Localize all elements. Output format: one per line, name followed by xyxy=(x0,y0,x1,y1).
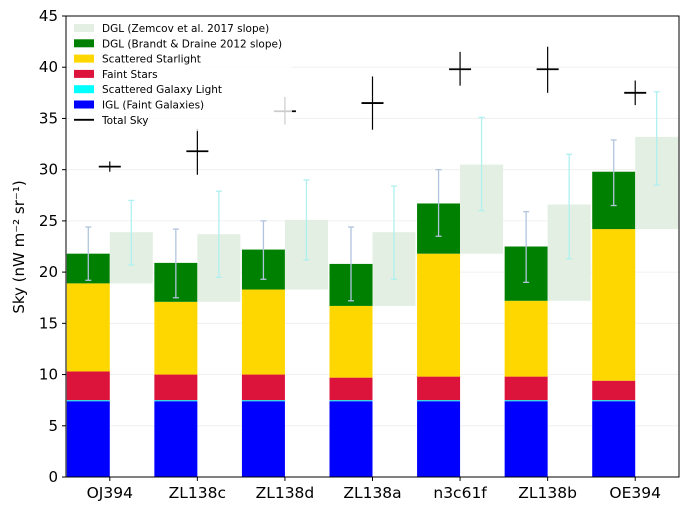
legend-swatch xyxy=(74,54,94,63)
bar-scattered-galaxy-light xyxy=(592,400,636,402)
errorbar-dgl-zemcov xyxy=(215,190,222,278)
x-tick-label: n3c61f xyxy=(433,484,487,502)
bar-faint-stars xyxy=(329,377,373,401)
legend: DGL (Zemcov et al. 2017 slope) DGL (Brand… xyxy=(70,18,292,132)
legend-label: DGL (Brandt & Draine 2012 slope) xyxy=(102,38,282,50)
bar-igl-faint-galaxies xyxy=(154,401,198,477)
y-tick-label: 15 xyxy=(39,314,58,332)
y-tick-label: 10 xyxy=(39,366,58,384)
errorbar-dgl-brandt xyxy=(85,226,92,281)
y-tick-label: 40 xyxy=(39,58,58,76)
bar-igl-faint-galaxies xyxy=(241,401,285,477)
bar-scattered-starlight xyxy=(241,289,285,375)
legend-label: IGL (Faint Galaxies) xyxy=(102,100,204,112)
bar-scattered-galaxy-light xyxy=(417,400,461,402)
errorbar-dgl-brandt xyxy=(523,211,530,284)
errorbar-dgl-zemcov xyxy=(478,116,485,212)
y-tick-label: 25 xyxy=(39,212,58,230)
y-tick-label: 30 xyxy=(39,161,58,179)
bar-scattered-starlight xyxy=(66,283,110,372)
y-axis-label: Sky (nW m⁻² sr⁻¹) xyxy=(10,180,28,313)
bar-scattered-galaxy-light xyxy=(504,400,548,402)
legend-label: Faint Stars xyxy=(102,69,158,81)
bar-faint-stars xyxy=(66,371,110,401)
legend-swatch xyxy=(74,69,94,78)
y-tick-label: 45 xyxy=(39,7,58,25)
bar-faint-stars xyxy=(241,374,285,401)
bar-igl-faint-galaxies xyxy=(329,401,373,477)
bar-igl-faint-galaxies xyxy=(592,401,636,477)
legend-label: DGL (Zemcov et al. 2017 slope) xyxy=(102,23,269,35)
bar-igl-faint-galaxies xyxy=(504,401,548,477)
bar-faint-stars xyxy=(154,374,198,401)
legend-swatch xyxy=(74,100,94,109)
legend-label: Scattered Galaxy Light xyxy=(102,84,222,96)
errorbar-dgl-zemcov xyxy=(653,91,660,186)
x-tick-label: ZL138c xyxy=(169,484,226,502)
plot-area xyxy=(65,15,680,478)
legend-swatch xyxy=(74,39,94,48)
legend-label: Scattered Starlight xyxy=(102,54,201,66)
x-axis: OJ394 ZL138c ZL138d ZL138a n3c61f ZL138b OE394 xyxy=(87,477,661,502)
errorbar-dgl-zemcov xyxy=(128,199,135,266)
y-axis: 0 5 10 15 20 25 30 35 40 45 xyxy=(39,7,66,486)
bar-faint-stars xyxy=(417,376,461,401)
legend-label: Total Sky xyxy=(101,115,148,127)
bar-scattered-galaxy-light xyxy=(241,400,285,402)
y-tick-label: 5 xyxy=(48,417,58,435)
bar-scattered-starlight xyxy=(417,253,461,377)
errorbar-dgl-zemcov xyxy=(303,179,310,261)
errorbar-dgl-zemcov xyxy=(566,153,573,260)
errorbar-dgl-brandt xyxy=(610,139,617,207)
bar-scattered-galaxy-light xyxy=(154,400,198,402)
y-tick-label: 35 xyxy=(39,109,58,127)
y-tick-label: 20 xyxy=(39,263,58,281)
x-tick-label: OE394 xyxy=(609,484,661,502)
x-tick-label: ZL138a xyxy=(343,484,401,502)
x-tick-label: OJ394 xyxy=(87,484,133,502)
bar-scattered-galaxy-light xyxy=(66,400,110,402)
legend-swatch xyxy=(74,24,94,32)
bar-scattered-starlight xyxy=(592,229,636,381)
bar-faint-stars xyxy=(592,380,636,401)
bar-scattered-galaxy-light xyxy=(329,400,373,402)
errorbar-dgl-brandt xyxy=(260,220,267,280)
bar-scattered-starlight xyxy=(504,300,548,377)
x-tick-label: ZL138b xyxy=(518,484,577,502)
legend-box xyxy=(70,18,292,132)
bar-scattered-starlight xyxy=(329,305,373,378)
errorbar-dgl-brandt xyxy=(435,169,442,237)
errorbar-dgl-brandt xyxy=(348,226,354,302)
bar-faint-stars xyxy=(504,376,548,401)
legend-swatch xyxy=(74,85,94,94)
bar-igl-faint-galaxies xyxy=(66,401,110,477)
errorbar-dgl-brandt xyxy=(172,228,179,299)
errorbar-dgl-zemcov xyxy=(391,185,397,280)
bar-scattered-starlight xyxy=(154,301,198,375)
bar-igl-faint-galaxies xyxy=(417,401,461,477)
x-tick-label: ZL138d xyxy=(256,484,315,502)
y-tick-label: 0 xyxy=(48,468,58,486)
